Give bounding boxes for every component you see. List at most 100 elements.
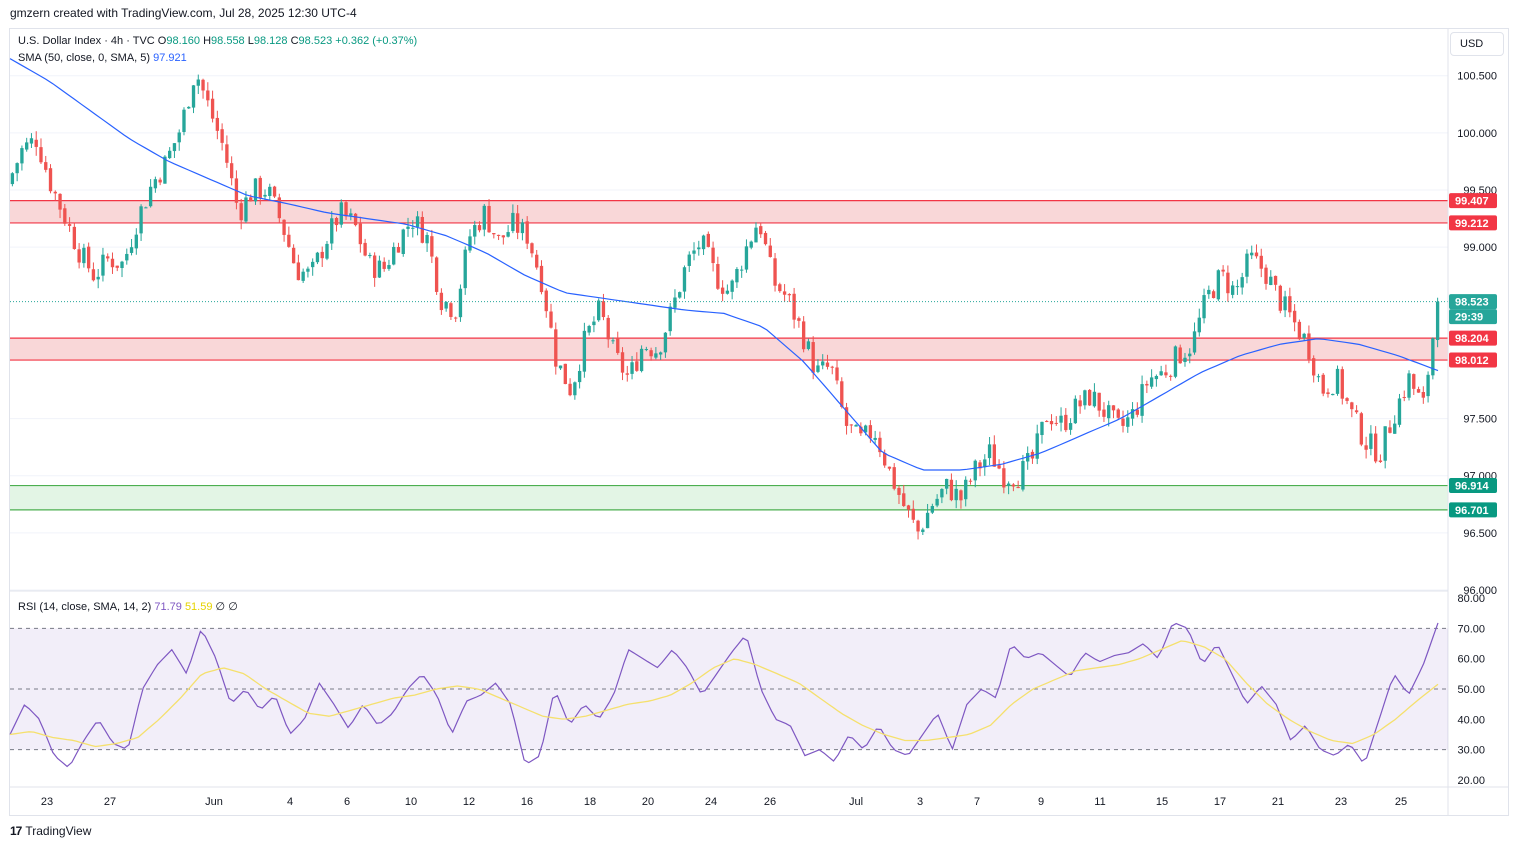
- candle-body: [997, 465, 1001, 469]
- footer-brand: 17 TradingView: [10, 824, 91, 838]
- candle-body: [1426, 374, 1430, 397]
- candle-body: [792, 293, 796, 320]
- candle-body: [582, 330, 587, 372]
- candle-body: [1254, 252, 1259, 257]
- candle-body: [344, 202, 348, 217]
- candle-body: [458, 288, 463, 318]
- candle-body: [1045, 421, 1049, 423]
- candle-body: [1226, 272, 1230, 294]
- candle-body: [1197, 317, 1201, 333]
- candle-body: [1435, 301, 1440, 341]
- price-label-bg: [1449, 352, 1497, 368]
- candle-body: [1011, 484, 1016, 487]
- candle-body: [678, 292, 682, 298]
- candle-body: [759, 226, 763, 235]
- candle-body: [925, 512, 930, 529]
- rsi-ma-value: 51.59: [184, 601, 213, 613]
- candle-body: [291, 247, 296, 264]
- change-value: +0.362 (+0.37%): [335, 35, 418, 47]
- time-tick-label: 12: [463, 796, 475, 808]
- candle-body: [635, 361, 639, 371]
- candle-body: [773, 258, 777, 286]
- candle-body: [692, 250, 696, 254]
- candle-body: [406, 226, 410, 229]
- candle-body: [353, 213, 358, 226]
- rsi-axis: 80.00 70.00 60.00 50.00 40.00 30.00 20.00: [1457, 593, 1485, 787]
- candle-body: [1221, 269, 1225, 272]
- candle-body: [749, 241, 753, 248]
- candle-body: [1202, 295, 1206, 319]
- candle-body: [349, 213, 353, 216]
- candle-body: [115, 265, 119, 268]
- candle-body: [58, 193, 62, 210]
- candle-body: [902, 493, 906, 506]
- candle-body: [67, 224, 72, 226]
- time-tick-label: 3: [917, 796, 923, 808]
- candle-body: [1073, 398, 1078, 424]
- candle-body: [334, 217, 339, 226]
- rsi-label[interactable]: RSI (14, close, SMA, 14, 2): [18, 601, 152, 613]
- candle-body: [511, 212, 515, 232]
- candle-body: [272, 186, 277, 197]
- candle-body: [1292, 310, 1297, 323]
- candle-body: [806, 341, 811, 349]
- candle-body: [654, 353, 658, 358]
- candle-body: [811, 342, 815, 373]
- candle-body: [849, 424, 853, 426]
- candle-body: [697, 247, 701, 250]
- sma-value: 97.921: [153, 52, 187, 64]
- price-label-text: 98.523: [1455, 297, 1489, 309]
- candle-body: [797, 318, 801, 321]
- open-value: 98.160: [166, 35, 201, 47]
- rsi-tick-label: 60.00: [1457, 654, 1485, 666]
- candle-body: [325, 243, 329, 259]
- candle-body: [830, 366, 834, 368]
- candle-body: [153, 179, 158, 189]
- candle-body: [801, 321, 806, 350]
- candle-body: [987, 444, 992, 459]
- price-tick-label: 100.500: [1457, 71, 1497, 83]
- candle-body: [825, 362, 830, 367]
- candle-body: [787, 294, 792, 296]
- candle-body: [887, 466, 892, 469]
- candle-body: [1235, 286, 1240, 288]
- time-tick-label: 7: [974, 796, 980, 808]
- candle-body: [1397, 398, 1402, 425]
- candle-body: [258, 177, 262, 198]
- currency-button[interactable]: USD: [1450, 32, 1504, 56]
- sma-label[interactable]: SMA (50, close, 0, SMA, 5): [18, 52, 151, 64]
- candle-body: [1192, 331, 1197, 353]
- candle-body: [892, 467, 896, 489]
- candle-body: [315, 252, 320, 263]
- symbol-name[interactable]: U.S. Dollar Index · 4h · TVC: [18, 35, 155, 47]
- candle-body: [430, 236, 434, 257]
- candle-body: [282, 219, 286, 235]
- price-tick-label: 97.500: [1463, 414, 1497, 426]
- candle-body: [268, 186, 272, 196]
- candle-body: [763, 232, 768, 245]
- price-grid: [10, 75, 1448, 591]
- time-tick-label: 16: [521, 796, 533, 808]
- price-label-bg: [1449, 502, 1497, 518]
- candle-body: [358, 223, 363, 245]
- candle-body: [244, 197, 248, 222]
- candle-body: [873, 437, 877, 440]
- candle-body: [444, 301, 448, 309]
- candle-body: [1049, 421, 1054, 425]
- candle-body: [187, 106, 191, 109]
- price-label-text: 99.407: [1455, 196, 1489, 208]
- candle-body: [1154, 375, 1159, 380]
- candle-body: [411, 227, 415, 229]
- rsi-divergence-2: ∅: [228, 601, 238, 613]
- candle-body: [463, 249, 467, 289]
- open-label: O: [157, 35, 167, 47]
- candle-body: [535, 254, 539, 268]
- candle-body: [716, 264, 720, 289]
- candle-body: [420, 216, 424, 243]
- candle-body: [44, 162, 48, 170]
- candle-body: [10, 173, 15, 185]
- candle-body: [339, 202, 343, 225]
- candle-body: [649, 350, 653, 357]
- candle-body: [301, 271, 305, 281]
